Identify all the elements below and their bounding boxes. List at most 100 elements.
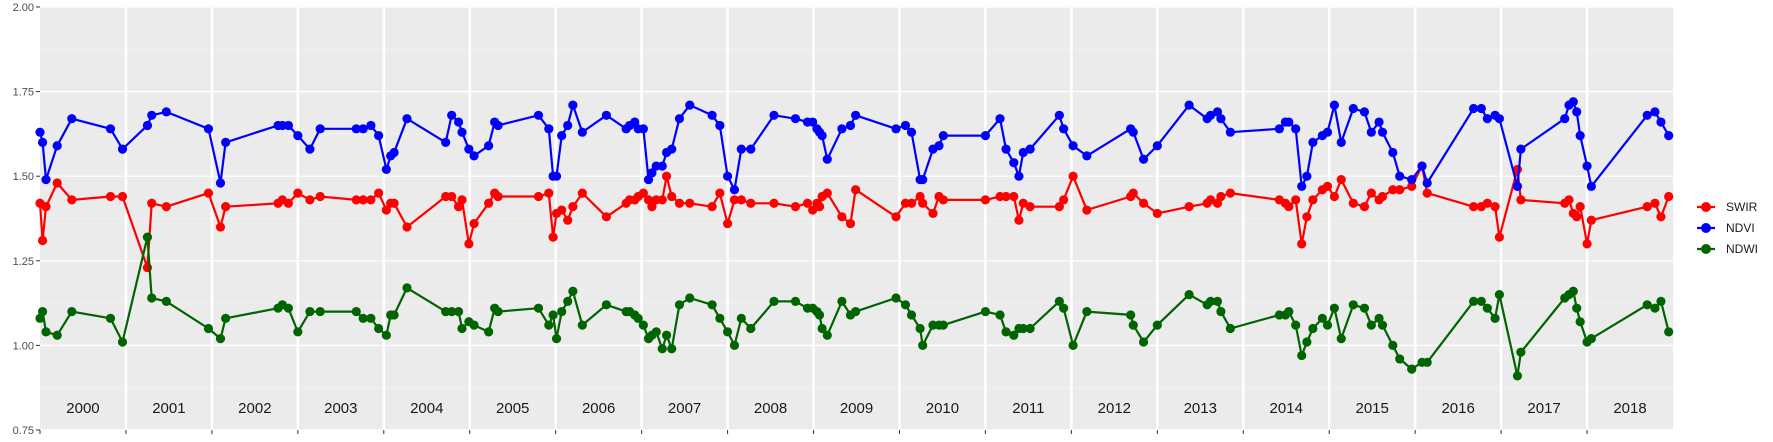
swir-point [746, 198, 756, 208]
ndwi-point [484, 327, 494, 337]
ndvi-point [845, 120, 856, 131]
ndwi-point [1568, 286, 1578, 296]
ndvi-point [995, 114, 1005, 124]
ndwi-point [722, 327, 733, 337]
swir-point [1582, 239, 1592, 249]
ndwi-point [633, 313, 643, 323]
ndvi-point [1575, 130, 1585, 141]
ndwi-point [790, 296, 801, 307]
ndwi-point [674, 300, 685, 310]
year-label: 2012 [1098, 400, 1131, 417]
ndvi-point [1302, 171, 1312, 181]
swir-point [1322, 181, 1333, 191]
ndvi-point [891, 124, 901, 134]
ndwi-point [1482, 303, 1492, 313]
ndvi-point [647, 168, 657, 178]
ndwi-point [651, 327, 661, 337]
swir-point [722, 218, 733, 229]
ndvi-point [1152, 141, 1162, 151]
swir-point [366, 195, 376, 205]
swir-point [1516, 195, 1526, 205]
swir-point [1025, 202, 1035, 212]
ndvi-point [1656, 117, 1666, 127]
swir-point [203, 188, 214, 198]
ndvi-point [1225, 127, 1235, 137]
ndvi-point [358, 124, 368, 134]
ndvi-point [551, 171, 562, 181]
ndvi-point [105, 124, 116, 134]
ndwi-point [1336, 334, 1346, 344]
ndvi-point [906, 127, 917, 137]
swir-point [1291, 195, 1301, 205]
year-label: 2008 [754, 400, 787, 417]
ndvi-point [1469, 103, 1479, 114]
swir-point [1388, 185, 1398, 195]
ndwi-point [1128, 320, 1138, 330]
swir-point [453, 202, 464, 212]
ndwi-point [1009, 330, 1019, 340]
ndwi-point [563, 296, 573, 307]
ndvi-point [729, 185, 740, 195]
grid-lines [40, 6, 1673, 431]
ndvi-point [1059, 124, 1069, 134]
ndwi-point [601, 300, 611, 310]
legend-label: NDVI [1726, 221, 1755, 235]
ndvi-point [117, 144, 128, 154]
swir-point [891, 212, 901, 222]
swir-point [41, 202, 51, 212]
ndvi-point [147, 110, 157, 120]
year-label: 2017 [1527, 400, 1560, 417]
ndwi-point [685, 293, 695, 303]
ndwi-point [447, 306, 457, 317]
year-label: 2018 [1613, 400, 1646, 417]
swir-point [37, 235, 48, 246]
swir-point [1348, 198, 1358, 208]
swir-point [1494, 232, 1504, 242]
ndwi-point [147, 293, 157, 303]
swir-point [980, 195, 991, 205]
swir-point [1395, 185, 1405, 195]
ndwi-point [1001, 327, 1011, 337]
swir-point [1422, 188, 1432, 198]
swir-point [674, 198, 685, 208]
year-label: 2000 [66, 400, 99, 417]
swir-point [1642, 202, 1652, 212]
ndwi-point [1476, 296, 1486, 307]
ndvi-point [1572, 107, 1582, 117]
year-label: 2004 [410, 400, 443, 417]
ndvi-point [563, 120, 573, 131]
ndvi-point [41, 174, 51, 185]
ndwi-point [568, 286, 578, 296]
swir-point [447, 191, 457, 202]
ndwi-point [548, 310, 558, 320]
ndwi-point [1138, 337, 1149, 347]
swir-point [402, 222, 412, 232]
swir-point [938, 195, 948, 205]
ndwi-point [215, 334, 226, 344]
ndvi-point [1284, 117, 1294, 127]
swir-point [638, 188, 648, 198]
ndvi-point [557, 130, 567, 141]
legend-key-point [1701, 202, 1711, 212]
legend-key-point [1701, 223, 1711, 233]
ndwi-point [1377, 320, 1388, 330]
ndvi-point [464, 144, 474, 154]
swir-point [845, 218, 856, 229]
ndwi-point [1291, 320, 1301, 330]
ndwi-point [1329, 303, 1339, 313]
ndvi-point [736, 144, 746, 154]
ndwi-point [1490, 313, 1500, 323]
year-label: 2011 [1012, 400, 1044, 417]
ndvi-point [161, 107, 171, 117]
swir-point [1572, 212, 1582, 222]
ndvi-point [142, 120, 153, 131]
ndwi-point [1664, 327, 1674, 337]
ndwi-point [544, 320, 554, 330]
legend-key-point [1701, 244, 1711, 254]
ndvi-point [544, 124, 554, 134]
ndwi-point [1297, 350, 1307, 361]
ndwi-point [557, 306, 567, 317]
ndvi-point [1407, 174, 1417, 185]
ndvi-point [1348, 103, 1358, 114]
